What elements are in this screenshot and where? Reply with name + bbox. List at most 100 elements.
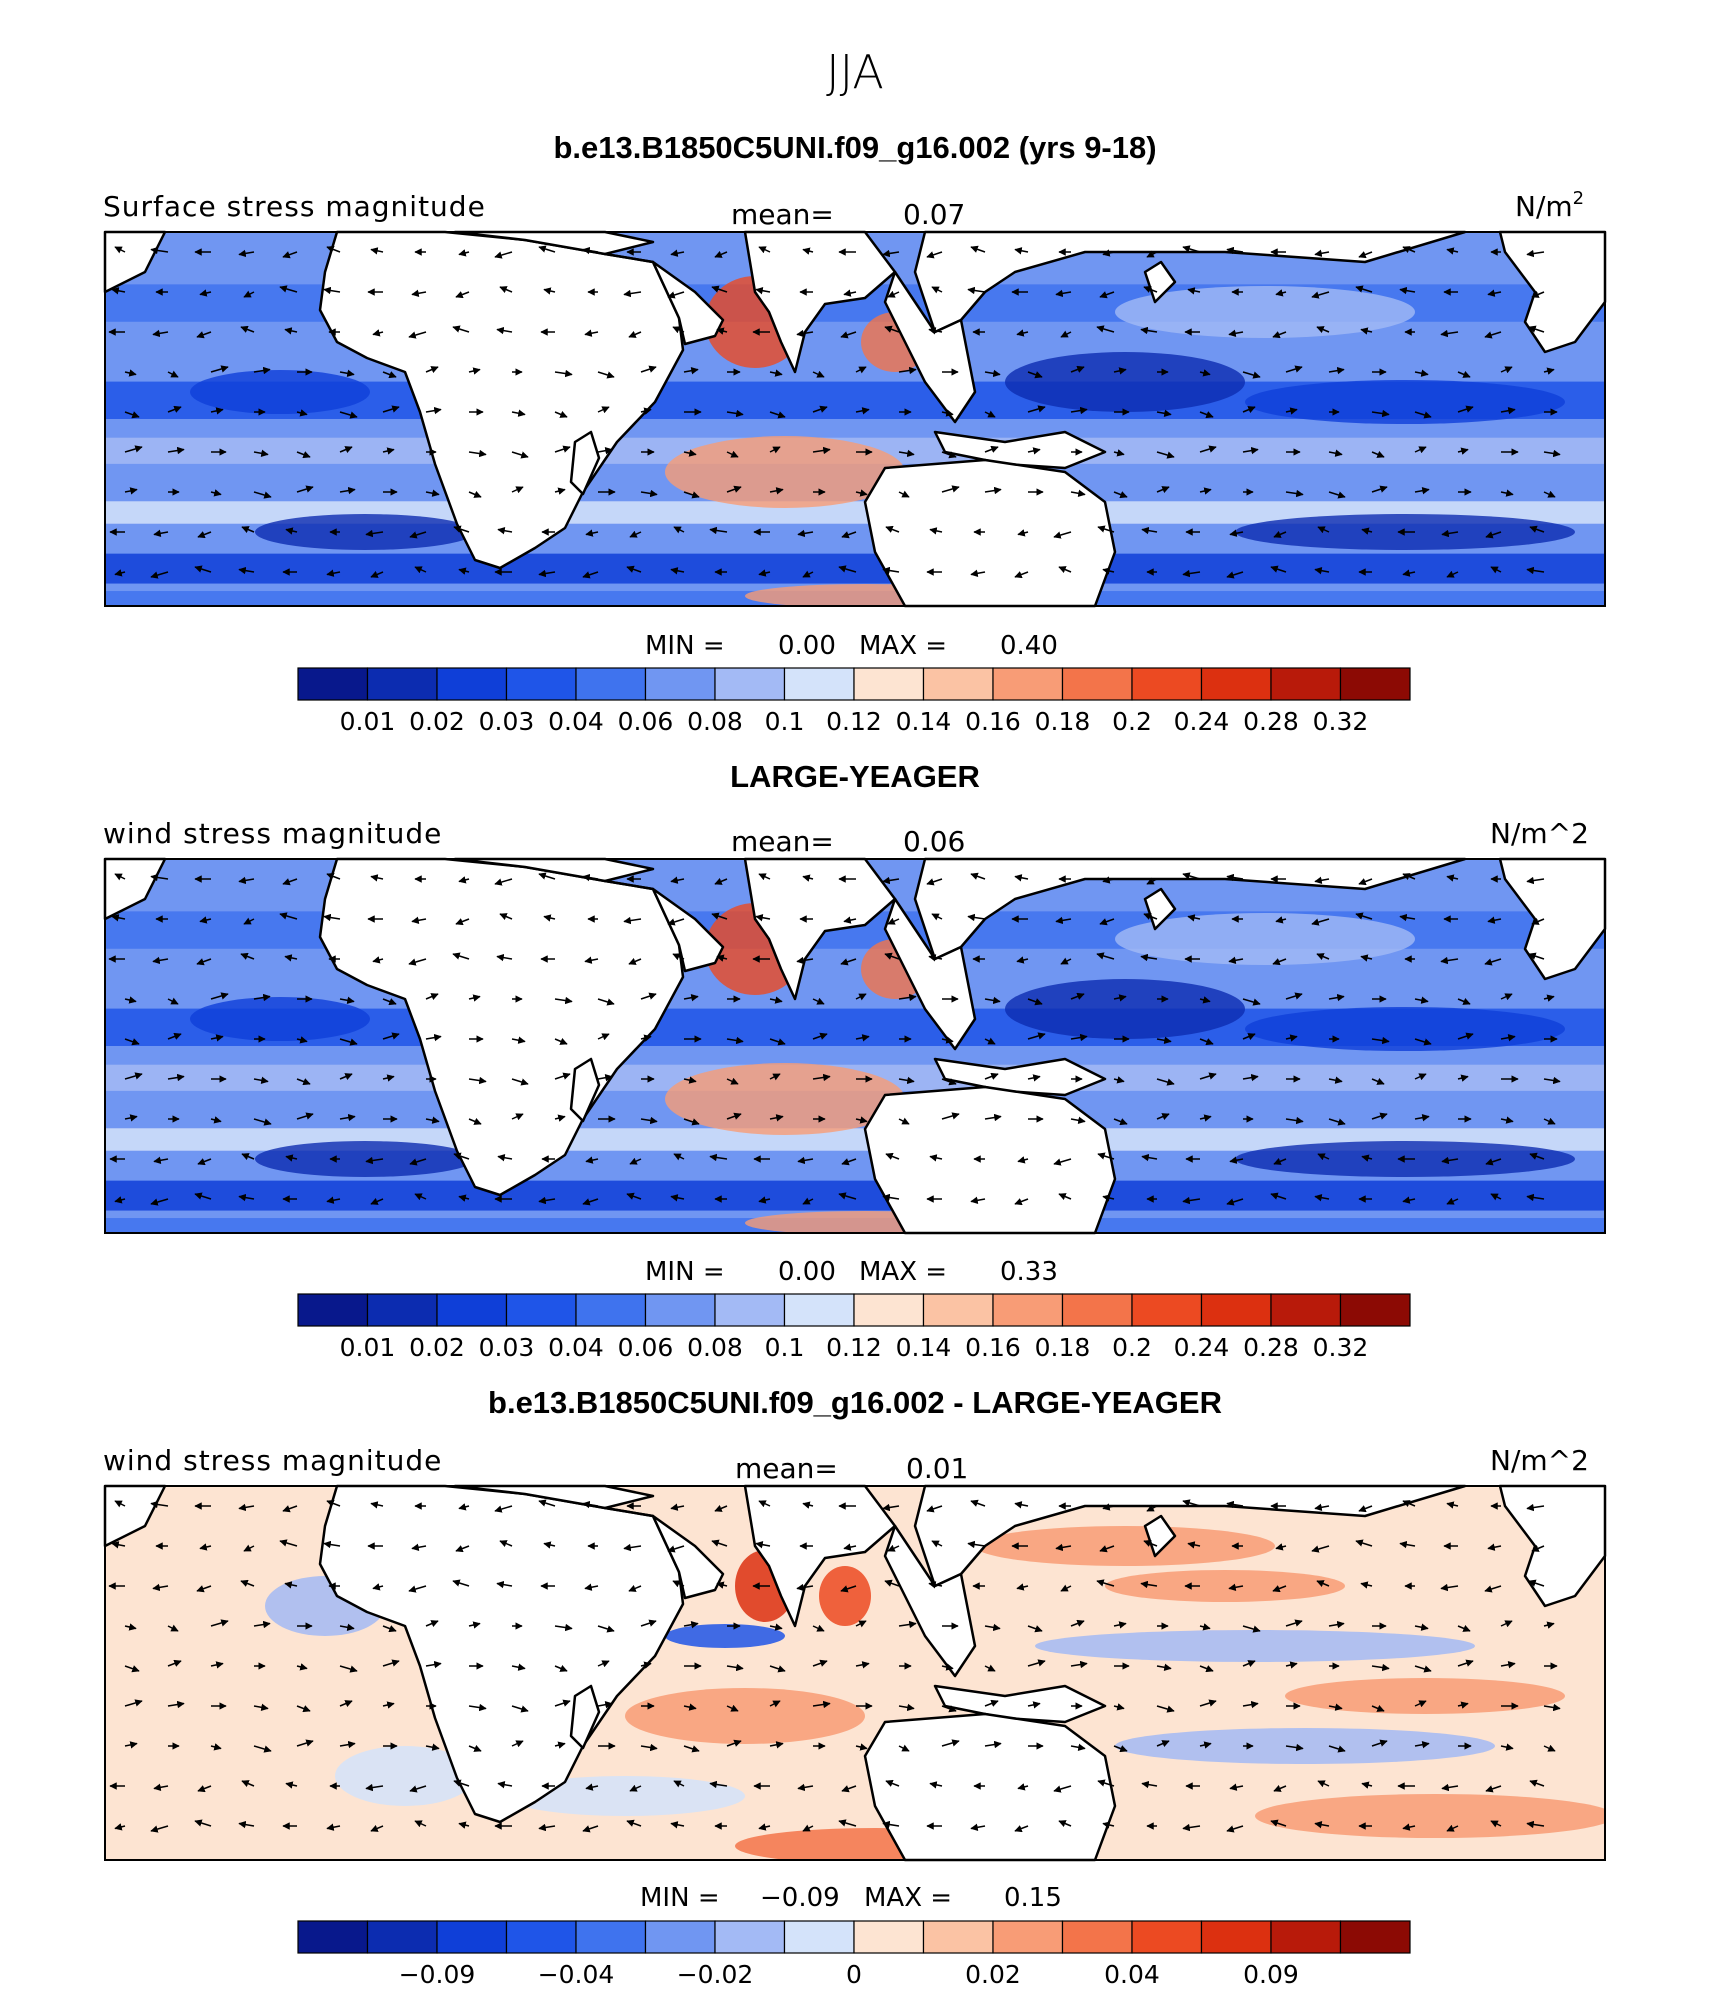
wind-vector bbox=[414, 1193, 427, 1201]
wind-vector bbox=[673, 526, 685, 534]
wind-vector bbox=[511, 486, 524, 494]
wind-vector bbox=[1242, 1073, 1259, 1082]
wind-vector bbox=[411, 289, 427, 298]
colorbar-swatch bbox=[297, 667, 369, 701]
colorbar-swatch bbox=[1131, 667, 1203, 701]
wind-vector bbox=[882, 566, 900, 575]
wind-vector bbox=[382, 405, 400, 413]
wind-vector bbox=[296, 1078, 311, 1086]
wind-vector bbox=[716, 1581, 728, 1589]
wind-vector bbox=[1285, 365, 1303, 373]
panel-1-min-value: 0.00 bbox=[778, 631, 836, 661]
wind-vector bbox=[150, 571, 169, 579]
wind-vector bbox=[1113, 367, 1127, 375]
wind-vector bbox=[882, 876, 900, 885]
wind-vector bbox=[153, 1783, 169, 1792]
wind-vector bbox=[941, 1663, 954, 1671]
ocean-field-blob bbox=[1115, 913, 1415, 965]
wind-vector bbox=[941, 409, 954, 417]
wind-vector bbox=[711, 912, 728, 920]
wind-vector bbox=[1355, 1539, 1373, 1547]
wind-vector bbox=[758, 569, 771, 577]
wind-vector bbox=[884, 1579, 900, 1587]
wind-vector bbox=[452, 325, 470, 333]
colorbar-tick-label: 0.24 bbox=[1174, 707, 1230, 736]
wind-vector bbox=[455, 1545, 470, 1553]
wind-vector bbox=[114, 1196, 126, 1204]
colorbar-tick-label: 0.1 bbox=[765, 707, 805, 736]
wind-vector bbox=[1314, 1193, 1330, 1202]
wind-vector bbox=[1113, 994, 1127, 1002]
wind-vector bbox=[843, 289, 857, 297]
wind-vector bbox=[199, 1543, 212, 1551]
wind-vector bbox=[941, 1705, 957, 1713]
wind-vector bbox=[365, 1783, 384, 1792]
wind-vector bbox=[1096, 952, 1115, 960]
wind-vector bbox=[339, 1623, 355, 1632]
wind-vector bbox=[898, 1076, 915, 1085]
colorbar-swatch bbox=[783, 1920, 855, 1954]
wind-vector bbox=[253, 491, 272, 499]
wind-vector bbox=[538, 245, 556, 253]
wind-vector bbox=[1226, 873, 1244, 882]
panel-1-colorbar: 0.01 0.02 0.03 0.04 0.06 0.08 0.1 0.12 0.14 0.16 0… bbox=[297, 667, 1411, 736]
wind-vector bbox=[1017, 1783, 1029, 1791]
wind-vector bbox=[670, 1503, 685, 1511]
wind-vector bbox=[1526, 249, 1545, 258]
wind-vector bbox=[1402, 1500, 1416, 1508]
wind-vector bbox=[538, 1823, 556, 1832]
wind-vector bbox=[468, 1621, 481, 1629]
wind-vector bbox=[282, 251, 298, 259]
wind-vector bbox=[929, 1781, 943, 1789]
wind-vector bbox=[716, 327, 728, 335]
wind-vector bbox=[758, 1823, 771, 1831]
panel-1-mean-value: 0.07 bbox=[903, 198, 965, 231]
panel-1-min-label: MIN = bbox=[645, 631, 725, 661]
wind-vector bbox=[1543, 367, 1555, 375]
wind-vector bbox=[1242, 406, 1256, 414]
wind-vector bbox=[1285, 1619, 1303, 1627]
landmass-arabia bbox=[603, 879, 725, 973]
wind-vector bbox=[241, 1153, 255, 1161]
wind-vector bbox=[716, 954, 728, 962]
colorbar-swatch bbox=[575, 1293, 647, 1327]
colorbar-swatch bbox=[1061, 667, 1133, 701]
wind-vector bbox=[339, 1113, 356, 1122]
wind-vector bbox=[1014, 1825, 1029, 1833]
ocean-field-blob bbox=[1245, 1007, 1565, 1051]
wind-vector bbox=[1058, 1820, 1072, 1828]
wind-vector bbox=[1146, 1504, 1158, 1512]
wind-vector bbox=[554, 369, 573, 378]
wind-vector bbox=[984, 486, 1002, 495]
wind-vector bbox=[284, 954, 298, 962]
wind-vector bbox=[196, 958, 212, 966]
wind-vector bbox=[769, 369, 783, 377]
wind-vector bbox=[683, 1076, 697, 1084]
colorbar-swatch bbox=[436, 1293, 508, 1327]
panel-2-map-frame bbox=[104, 858, 1606, 1234]
landmass-australia bbox=[863, 1712, 1117, 1862]
wind-vector bbox=[1113, 1621, 1127, 1629]
wind-vector bbox=[411, 916, 427, 925]
wind-vector bbox=[970, 1499, 986, 1507]
wind-vector bbox=[114, 246, 126, 254]
wind-vector bbox=[1017, 529, 1029, 537]
wind-vector bbox=[238, 249, 255, 258]
wind-vector bbox=[408, 1585, 427, 1593]
panel-2-units: N/m^2 bbox=[1490, 817, 1589, 850]
wind-vector bbox=[511, 1078, 529, 1086]
wind-vector bbox=[714, 1504, 728, 1512]
wind-vector bbox=[1141, 1780, 1158, 1789]
wind-vector bbox=[1414, 996, 1429, 1004]
wind-vector bbox=[1272, 331, 1287, 339]
wind-vector bbox=[150, 1500, 169, 1509]
wind-vector bbox=[841, 1785, 857, 1793]
wind-vector bbox=[882, 1503, 900, 1512]
wind-vector bbox=[758, 246, 771, 254]
wind-vector bbox=[1199, 411, 1214, 419]
wind-vector bbox=[468, 449, 487, 458]
wind-vector bbox=[1285, 489, 1304, 498]
panel-3-mean-label: mean= bbox=[735, 1452, 838, 1485]
wind-vector bbox=[673, 1153, 685, 1161]
wind-vector bbox=[758, 1500, 771, 1508]
